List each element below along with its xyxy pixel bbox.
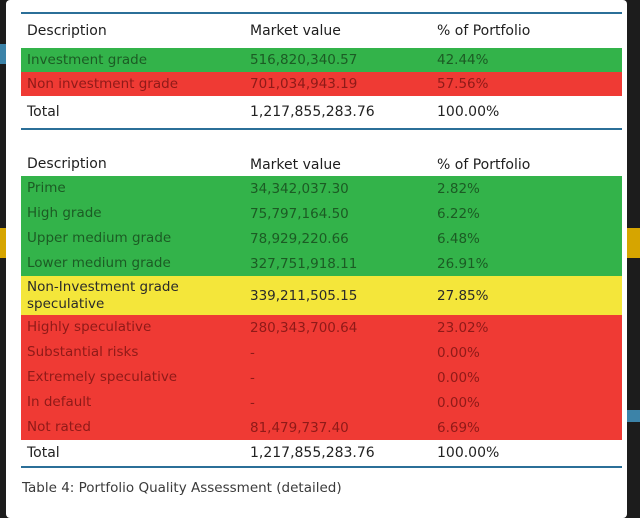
row-market-value: 75,797,164.50 <box>250 205 349 222</box>
row-description: Upper medium grade <box>27 230 172 246</box>
row-description: High grade <box>27 205 102 221</box>
table-image-frame: Description Market value % of Portfolio … <box>6 0 627 518</box>
row-percent: 2.82% <box>437 180 480 197</box>
total-market-value: 1,217,855,283.76 <box>250 445 375 461</box>
table-header-row: Description Market value % of Portfolio <box>21 152 622 176</box>
total-label: Total <box>27 444 60 461</box>
background-edge <box>627 228 640 258</box>
table-row: Lower medium grade 327,751,918.11 26.91% <box>21 251 622 276</box>
row-description: Non-Investment grade speculative <box>27 278 179 312</box>
row-market-value: - <box>250 394 255 411</box>
table-row: High grade 75,797,164.50 6.22% <box>21 201 622 226</box>
table-row: Extremely speculative - 0.00% <box>21 365 622 390</box>
row-description: Extremely speculative <box>27 369 178 385</box>
table-row: Substantial risks - 0.00% <box>21 340 622 365</box>
total-percent: 100.00% <box>437 445 500 461</box>
table-row: Prime 34,342,037.30 2.82% <box>21 176 622 201</box>
row-percent: 0.00% <box>437 344 480 361</box>
table-caption: Table 4: Portfolio Quality Assessment (d… <box>22 480 342 496</box>
row-percent: 0.00% <box>437 394 480 411</box>
row-market-value: - <box>250 344 255 361</box>
row-percent: 6.69% <box>437 419 480 436</box>
table-row: Non-Investment grade speculative 339,211,… <box>21 276 622 315</box>
row-percent: 0.00% <box>437 369 480 386</box>
summary-table: Description Market value % of Portfolio … <box>21 12 622 130</box>
row-market-value: 339,211,505.15 <box>250 287 358 304</box>
table-body: Investment grade 516,820,340.57 42.44% Non … <box>21 48 622 96</box>
table-row: Non investment grade 701,034,943.19 57.56% <box>21 72 622 96</box>
background-edge <box>627 410 640 422</box>
row-market-value: 280,343,700.64 <box>250 319 358 336</box>
row-description: Prime <box>27 180 66 196</box>
row-description: Investment grade <box>27 51 148 68</box>
row-description: Not rated <box>27 419 91 435</box>
row-percent: 6.48% <box>437 230 480 247</box>
table-bottom-rule <box>21 128 622 130</box>
table-body: Prime 34,342,037.30 2.82% High grade 75,797,… <box>21 176 622 440</box>
total-row: Total 1,217,855,283.76 100.00% <box>21 96 622 128</box>
row-percent: 42.44% <box>437 52 489 68</box>
background-edge <box>0 228 6 258</box>
row-description: Highly speculative <box>27 319 152 335</box>
header-market-value: Market value <box>250 23 341 39</box>
row-description: Lower medium grade <box>27 255 171 271</box>
total-label: Total <box>27 103 60 120</box>
total-market-value: 1,217,855,283.76 <box>250 104 375 120</box>
row-market-value: 34,342,037.30 <box>250 180 349 197</box>
table-row: In default - 0.00% <box>21 390 622 415</box>
row-percent: 23.02% <box>437 319 489 336</box>
header-market-value: Market value <box>250 157 341 173</box>
row-percent: 27.85% <box>437 287 489 304</box>
row-market-value: - <box>250 369 255 386</box>
table-row: Upper medium grade 78,929,220.66 6.48% <box>21 226 622 251</box>
header-description: Description <box>27 22 107 39</box>
header-percent: % of Portfolio <box>437 23 531 39</box>
table-top-rule <box>21 12 622 14</box>
table-bottom-rule <box>21 466 622 468</box>
row-market-value: 701,034,943.19 <box>250 76 358 92</box>
table-row: Highly speculative 280,343,700.64 23.02% <box>21 315 622 340</box>
row-percent: 26.91% <box>437 255 489 272</box>
row-percent: 57.56% <box>437 76 489 92</box>
row-market-value: 81,479,737.40 <box>250 419 349 436</box>
background-edge <box>0 44 6 64</box>
table-header-row: Description Market value % of Portfolio <box>21 14 622 48</box>
row-percent: 6.22% <box>437 205 480 222</box>
total-row: Total 1,217,855,283.76 100.00% <box>21 440 622 466</box>
detailed-table: Description Market value % of Portfolio … <box>21 152 622 468</box>
row-description: In default <box>27 394 92 410</box>
row-market-value: 327,751,918.11 <box>250 255 358 272</box>
row-description: Substantial risks <box>27 344 139 360</box>
table-row: Not rated 81,479,737.40 6.69% <box>21 415 622 440</box>
table-row: Investment grade 516,820,340.57 42.44% <box>21 48 622 72</box>
header-percent: % of Portfolio <box>437 157 531 173</box>
header-description: Description <box>27 156 107 172</box>
row-description: Non investment grade <box>27 75 178 92</box>
total-percent: 100.00% <box>437 104 500 120</box>
row-market-value: 78,929,220.66 <box>250 230 349 247</box>
row-market-value: 516,820,340.57 <box>250 52 358 68</box>
